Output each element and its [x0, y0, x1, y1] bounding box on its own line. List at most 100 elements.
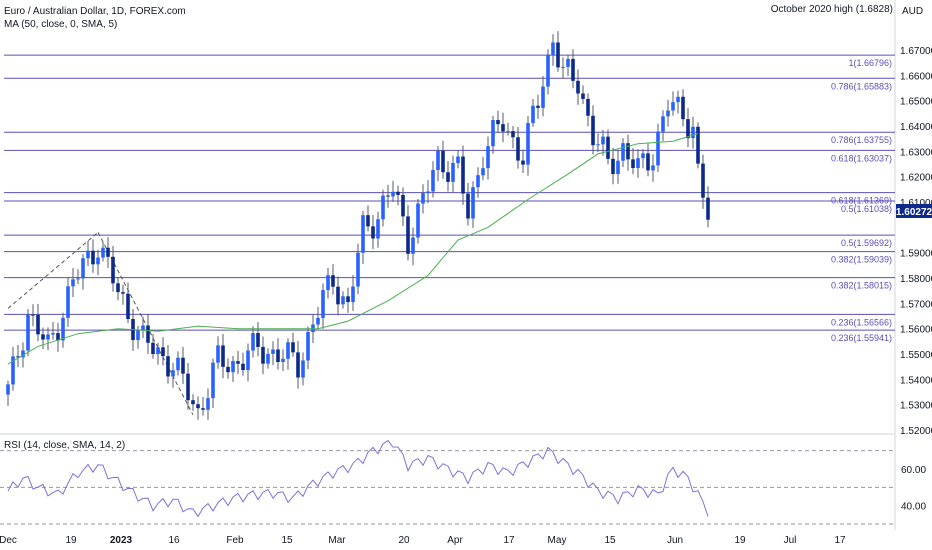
candle-down: [611, 158, 615, 175]
candle-down: [201, 408, 205, 410]
candle-up: [231, 361, 235, 373]
fib-level-label: 0.5(1.61038): [841, 204, 892, 214]
time-tick-label: Jun: [667, 535, 683, 546]
candle-down: [626, 143, 630, 160]
candle-up: [321, 290, 325, 318]
candle-up: [51, 333, 55, 335]
rsi-legend: RSI (14, close, SMA, 14, 2): [4, 440, 125, 451]
price-tick-label: 1.54000: [900, 375, 932, 386]
candle-up: [286, 342, 290, 359]
candle-down: [366, 215, 370, 227]
candle-down: [226, 366, 230, 373]
candle-up: [421, 193, 425, 204]
candle-up: [636, 158, 640, 169]
fib-level-label: 0.236(1.56566): [831, 317, 892, 327]
swing-dashed-line: [97, 232, 194, 416]
candle-down: [706, 197, 710, 220]
candle-up: [456, 156, 460, 164]
candle-up: [61, 317, 65, 341]
candle-up: [356, 252, 360, 287]
candle-down: [441, 150, 445, 173]
candle-down: [501, 124, 505, 132]
candle-down: [31, 314, 35, 316]
time-axis[interactable]: Dec 19 2023 16 Feb 15 Mar 20 Apr 17 May 15 Jun 19 Jul 1…: [0, 535, 846, 546]
candle-down: [36, 314, 40, 335]
candle-up: [76, 278, 80, 280]
ma-legend: MA (50, close, 0, SMA, 5): [4, 19, 117, 30]
candle-up: [621, 143, 625, 161]
candle-down: [521, 160, 525, 165]
candle-down: [701, 163, 705, 198]
candle-down: [461, 156, 465, 194]
candle-up: [301, 360, 305, 378]
candle-up: [141, 325, 145, 331]
candle-down: [256, 333, 260, 347]
fib-level-label: 0.382(1.59039): [831, 255, 892, 265]
price-tick-label: 1.63000: [900, 147, 932, 158]
candlesticks: [6, 31, 710, 420]
candle-down: [606, 136, 610, 159]
time-tick-label: May: [548, 535, 567, 546]
candle-up: [671, 102, 675, 111]
candle-up: [486, 146, 490, 169]
candle-down: [56, 333, 60, 341]
price-tick-label: 1.64000: [900, 122, 932, 133]
candle-down: [586, 98, 590, 116]
fib-level-label: 0.236(1.55941): [831, 333, 892, 343]
candle-up: [476, 175, 480, 188]
candle-up: [136, 330, 140, 341]
fib-level-label: 0.786(1.63755): [831, 135, 892, 145]
candle-up: [526, 123, 530, 165]
candle-up: [176, 357, 180, 371]
candle-up: [341, 296, 345, 305]
candle-down: [121, 292, 125, 294]
candle-down: [401, 194, 405, 217]
candle-up: [491, 120, 495, 147]
price-axis[interactable]: 1.67000 1.66000 1.65000 1.64000 1.63000 1.620…: [900, 46, 932, 437]
candle-down: [406, 216, 410, 254]
candle-down: [496, 120, 500, 125]
time-tick-label: Dec: [0, 535, 17, 546]
candle-down: [106, 247, 110, 257]
candle-up: [471, 187, 475, 219]
candle-up: [211, 362, 215, 399]
candle-down: [646, 153, 650, 171]
candle-down: [591, 115, 595, 146]
candle-up: [156, 347, 160, 354]
candle-up: [376, 219, 380, 239]
candle-up: [641, 153, 645, 159]
fib-level-label: 0.5(1.59692): [841, 238, 892, 248]
candle-down: [346, 296, 350, 303]
candle-down: [181, 357, 185, 374]
candle-down: [241, 363, 245, 371]
candle-up: [411, 237, 415, 254]
candle-down: [166, 356, 170, 377]
price-tick-label: 1.66000: [900, 71, 932, 82]
candle-down: [536, 105, 540, 108]
time-tick-label: 2023: [110, 535, 133, 546]
candle-down: [446, 172, 450, 182]
candle-down: [41, 334, 45, 340]
candle-up: [601, 136, 605, 145]
rsi-axis[interactable]: 60.00 40.00: [901, 465, 926, 513]
candle-up: [206, 398, 210, 410]
candle-up: [251, 333, 255, 351]
candle-up: [661, 116, 665, 132]
candle-down: [511, 131, 515, 138]
candle-down: [571, 58, 575, 81]
candle-up: [431, 170, 435, 192]
candle-up: [381, 195, 385, 220]
candle-down: [386, 195, 390, 197]
candle-up: [271, 349, 275, 354]
candle-up: [541, 86, 545, 108]
candle-up: [551, 42, 555, 55]
candle-up: [566, 58, 570, 67]
candle-down: [581, 93, 585, 99]
candle-down: [16, 356, 20, 358]
candle-down: [631, 159, 635, 169]
rsi-line: [7, 439, 709, 518]
high-annotation: October 2020 high (1.6828): [771, 4, 893, 15]
rsi-pane: [0, 450, 895, 525]
candle-up: [71, 279, 75, 287]
